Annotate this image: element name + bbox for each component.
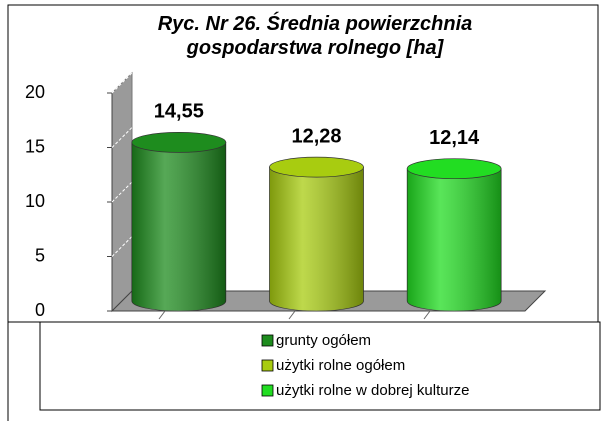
- y-tick-label: 0: [35, 300, 45, 320]
- y-tick-label: 20: [25, 82, 45, 102]
- y-tick-label: 5: [35, 245, 45, 265]
- cylinder-shade: [269, 167, 364, 311]
- legend-label: użytki rolne w dobrej kulturze: [276, 382, 469, 399]
- value-label: 12,28: [291, 125, 341, 147]
- legend-swatch: [261, 334, 274, 347]
- legend-label: użytki rolne ogółem: [276, 357, 405, 374]
- legend-label: grunty ogółem: [276, 332, 371, 349]
- back-wall: [111, 71, 133, 313]
- cylinder-top: [269, 156, 364, 178]
- value-label: 12,14: [429, 127, 480, 149]
- chart-title: Ryc. Nr 26. Średnia powierzchnia gospoda…: [157, 13, 473, 59]
- value-label: 14,55: [154, 101, 204, 123]
- legend-box: [39, 321, 601, 411]
- x-tick: [288, 310, 296, 320]
- x-tick: [423, 310, 431, 320]
- cylinder-top: [131, 132, 227, 153]
- cylinder-shade: [407, 168, 502, 311]
- legend-swatch: [261, 359, 274, 372]
- y-tick-label: 15: [25, 136, 45, 156]
- legend-swatch: [261, 384, 274, 397]
- x-tick: [158, 310, 166, 320]
- cylinder-shade: [131, 142, 226, 311]
- cylinder-top: [406, 158, 502, 180]
- y-tick-label: 10: [25, 191, 45, 211]
